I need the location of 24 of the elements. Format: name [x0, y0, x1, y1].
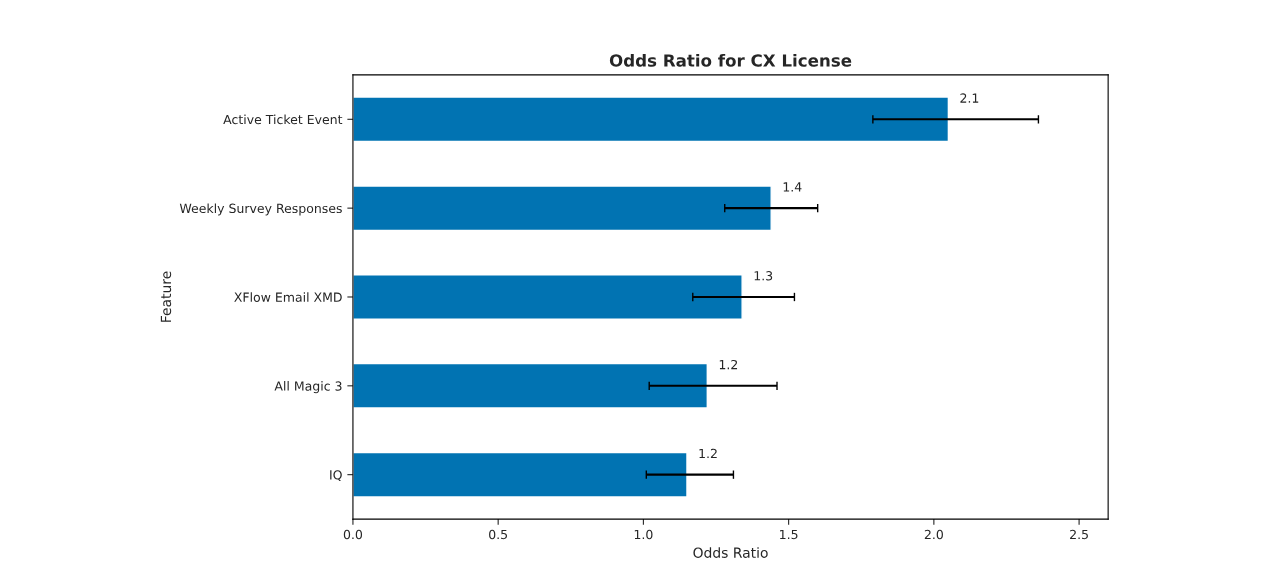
x-tick-label: 1.5	[780, 529, 798, 540]
bar	[352, 96, 950, 143]
bar	[352, 185, 772, 232]
data-label: 2.1	[960, 93, 979, 103]
y-axis-title: Feature	[160, 271, 172, 322]
bar	[352, 274, 743, 320]
x-tick-label: 2.5	[1070, 529, 1088, 540]
data-label: 1.4	[783, 182, 802, 192]
y-tick-label: XFlow Email XMD	[234, 292, 342, 302]
x-tick-label: 0.0	[343, 529, 363, 540]
y-tick-label: Weekly Survey Responses	[179, 203, 342, 216]
data-label: 1.2	[699, 448, 717, 458]
x-tick-label: 1.0	[634, 529, 653, 540]
chart-title: Odds Ratio for CX License	[609, 53, 852, 67]
data-label: 1.3	[754, 271, 773, 281]
data-label: 1.2	[719, 359, 738, 370]
y-tick-label: All Magic 3	[274, 381, 342, 394]
bar	[352, 362, 708, 409]
y-tick-label: Active Ticket Event	[223, 114, 343, 125]
x-tick-label: 2.0	[924, 529, 943, 540]
x-tick-label: 0.5	[489, 529, 508, 540]
y-tick-label: IQ	[330, 470, 342, 482]
bar	[352, 451, 688, 498]
x-axis-title: Odds Ratio	[693, 547, 768, 558]
